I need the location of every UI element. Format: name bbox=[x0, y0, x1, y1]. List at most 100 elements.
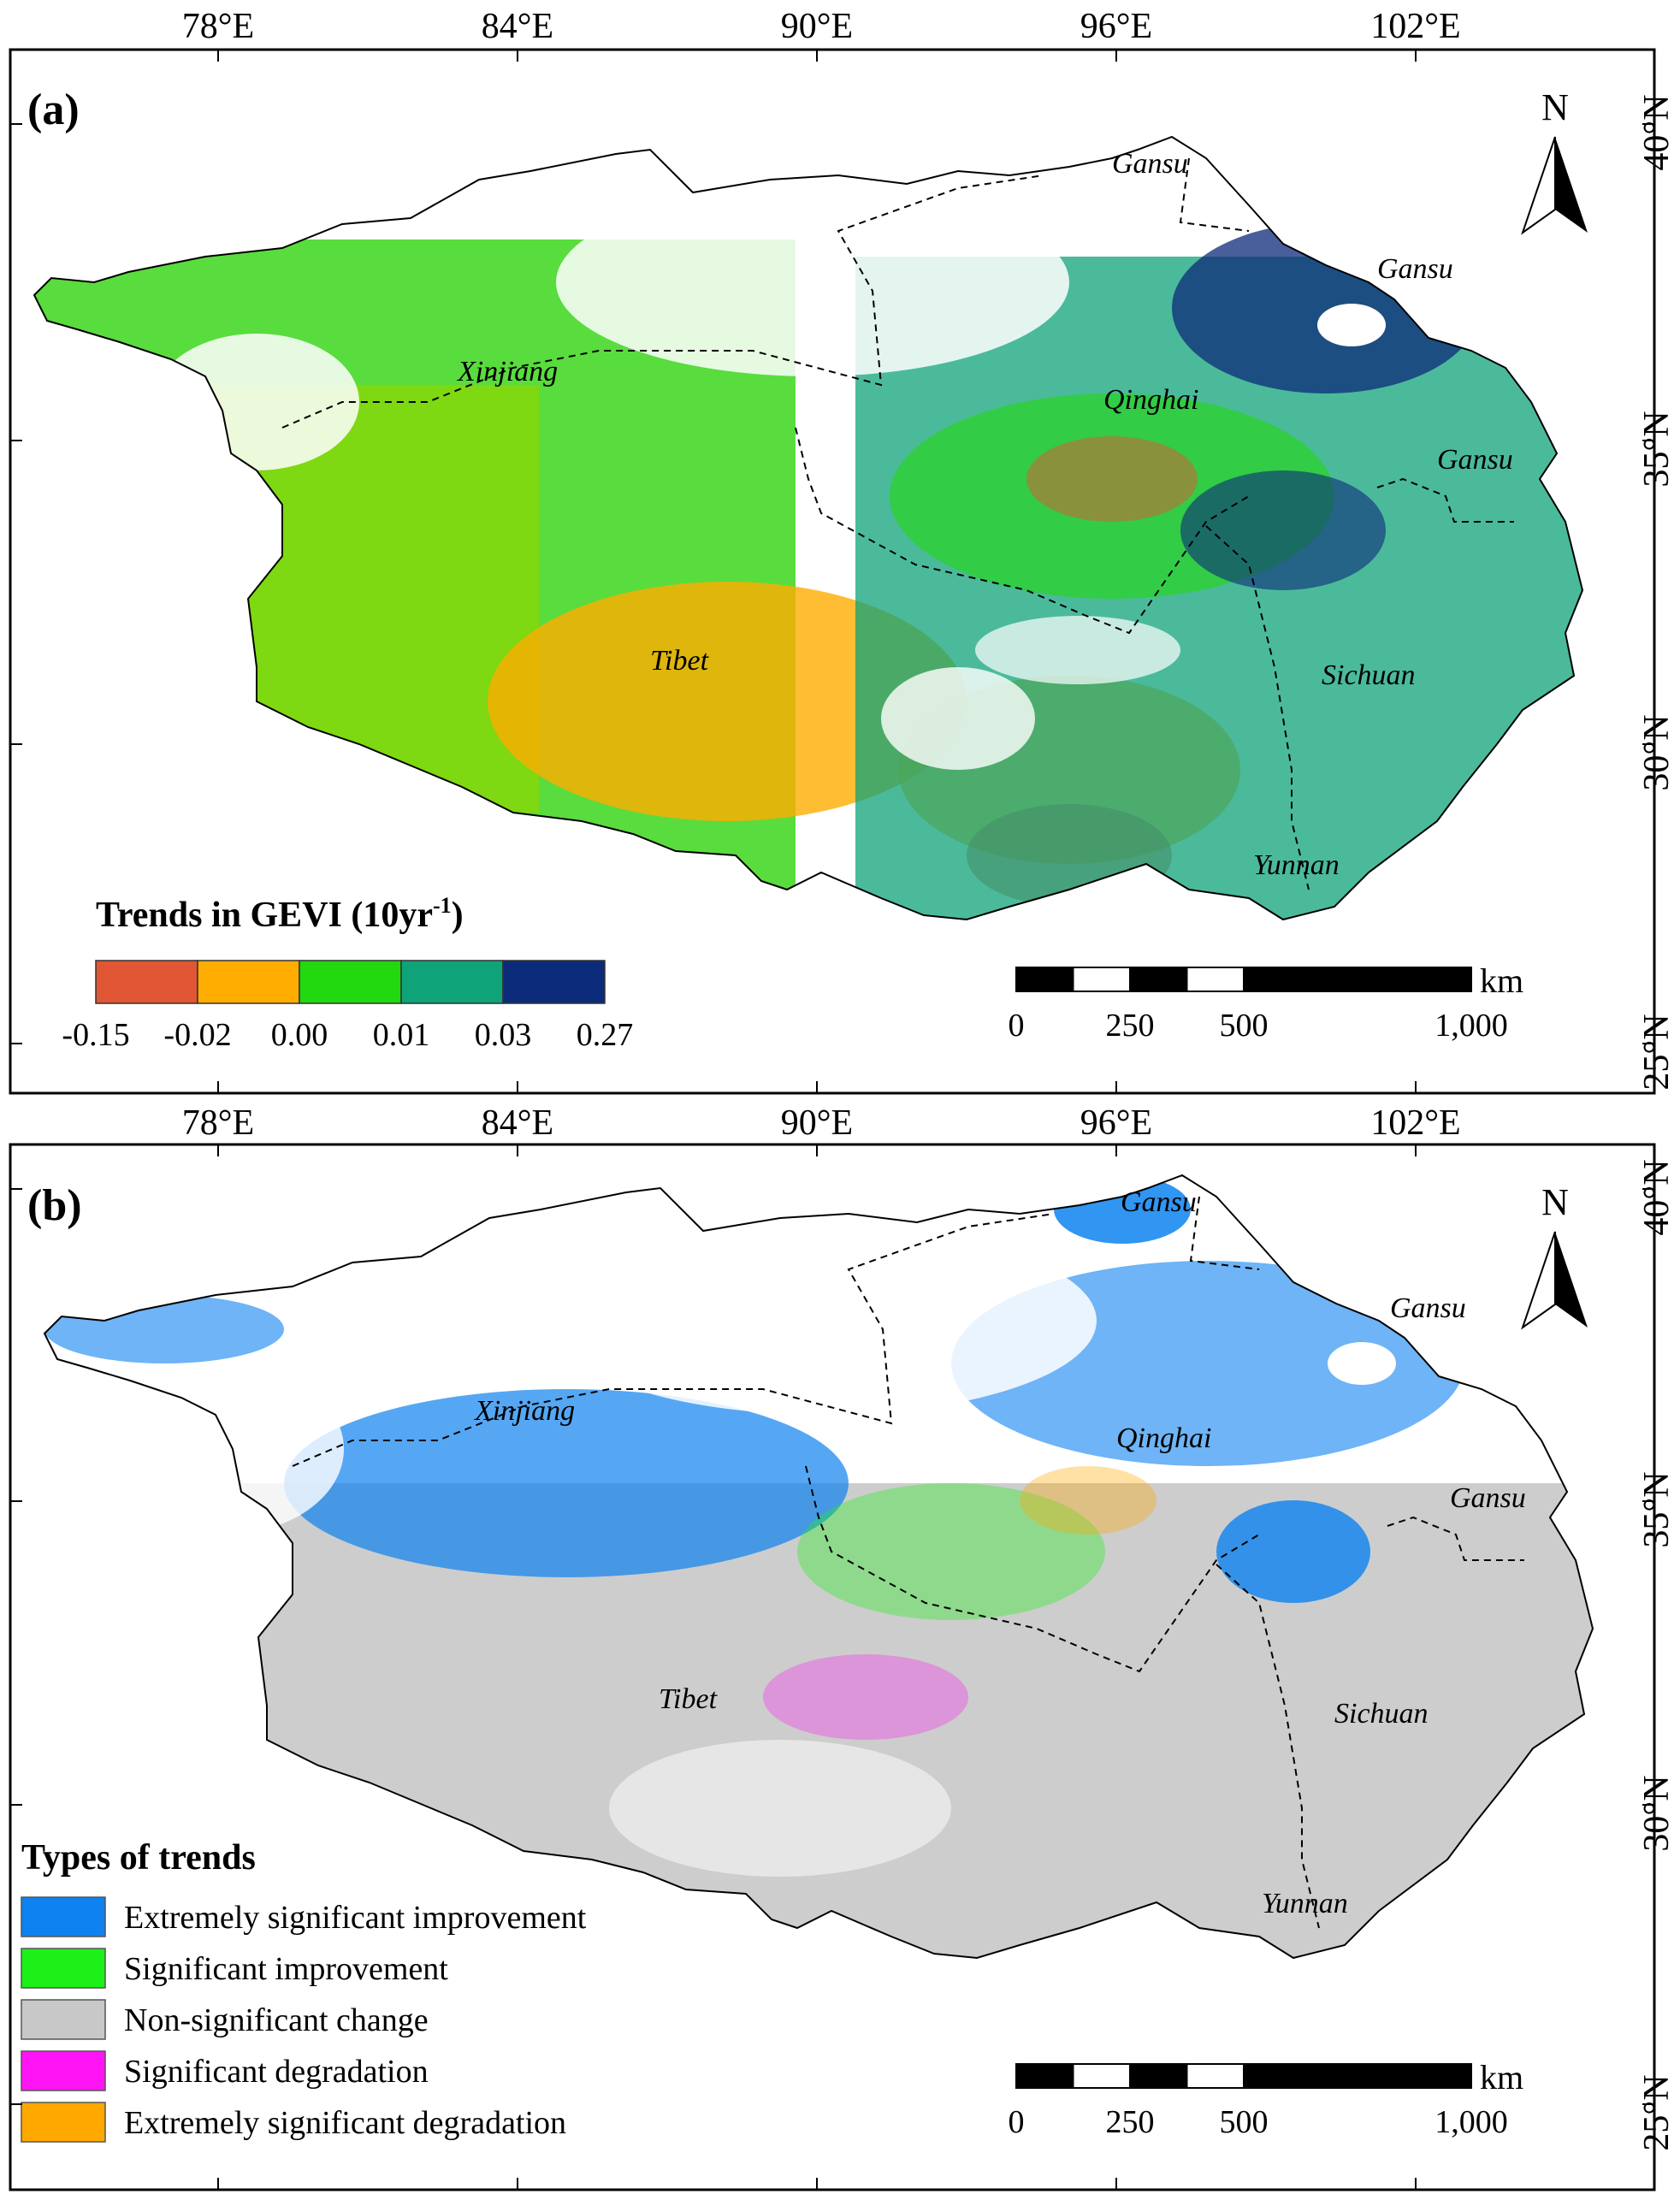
label-sichuan-a: Sichuan bbox=[1322, 659, 1416, 691]
lon-label-top: 78°E bbox=[182, 7, 254, 46]
legend-b-item-label: Extremely significant improvement bbox=[124, 1900, 587, 1936]
lon-label-mid: 90°E bbox=[781, 1103, 853, 1143]
legend-b-item-label: Significant degradation bbox=[124, 2054, 429, 2090]
label-gansu-top-a: Gansu bbox=[1112, 148, 1188, 180]
label-yunnan-b: Yunnan bbox=[1262, 1888, 1348, 1919]
legend-a-swatch bbox=[400, 960, 504, 1004]
legend-b-items: Extremely significant improvement Signifi… bbox=[21, 1896, 587, 2143]
legend-b-swatch bbox=[21, 2050, 106, 2091]
north-letter-b: N bbox=[1541, 1181, 1569, 1223]
panel-a-province-borders bbox=[281, 157, 1514, 890]
lon-label-top: 84°E bbox=[482, 7, 553, 46]
north-arrow-right-b bbox=[1555, 1232, 1588, 1328]
scalebar-a-unit: km bbox=[1480, 961, 1523, 1000]
north-letter-a: N bbox=[1541, 86, 1569, 128]
legend-a-ticks: -0.15 -0.02 0.00 0.01 0.03 0.27 bbox=[62, 1017, 633, 1053]
legend-a-tick: 0.27 bbox=[577, 1017, 634, 1053]
panel-a: Gansu Gansu Gansu Xinjiang Qinghai Tibet… bbox=[9, 48, 1656, 1095]
lat-label-b: 30°N bbox=[1637, 1775, 1677, 1851]
scalebar-a-ticks: 0 250 500 1,000 bbox=[1009, 1008, 1508, 1044]
lat-label-b: 35°N bbox=[1637, 1471, 1677, 1547]
legend-b-item-label: Extremely significant degradation bbox=[124, 2105, 566, 2141]
lon-label-mid: 96°E bbox=[1080, 1103, 1152, 1143]
scalebar-segment bbox=[1243, 2063, 1472, 2089]
scalebar-segment bbox=[1186, 2063, 1245, 2089]
panel-b-label: (b) bbox=[27, 1181, 82, 1230]
lat-label-a: 35°N bbox=[1637, 411, 1677, 487]
lat-label-b: 25°N bbox=[1637, 2074, 1677, 2150]
legend-a: Trends in GEVI (10yr-1) -0.15 -0.02 0.00 0.… bbox=[62, 893, 633, 1053]
legend-a-tick: -0.02 bbox=[163, 1017, 231, 1053]
panel-b-province-labels: Gansu Gansu Gansu Xinjiang Qinghai Tibet… bbox=[473, 1186, 1526, 1919]
legend-b-title: Types of trends bbox=[21, 1838, 256, 1878]
label-gansu-low-b: Gansu bbox=[1450, 1482, 1526, 1514]
label-gansu-top-b: Gansu bbox=[1121, 1186, 1197, 1218]
scalebar-segment bbox=[1186, 967, 1245, 992]
label-yunnan-a: Yunnan bbox=[1253, 849, 1340, 881]
label-gansu-low-a: Gansu bbox=[1437, 444, 1513, 476]
lon-label-top: 102°E bbox=[1370, 7, 1460, 46]
latitude-labels-a: 40°N 35°N 30°N 25°N bbox=[1637, 94, 1677, 1090]
scalebar-tick: 250 bbox=[1106, 2104, 1155, 2140]
scalebar-b-bar bbox=[1015, 2063, 1472, 2089]
lat-label-a: 25°N bbox=[1637, 1014, 1677, 1090]
legend-a-tick: 0.00 bbox=[271, 1017, 328, 1053]
panel-b-province-borders bbox=[292, 1196, 1524, 1929]
lat-label-a: 40°N bbox=[1637, 94, 1677, 170]
scalebar-tick: 250 bbox=[1106, 1008, 1155, 1044]
legend-a-tick: 0.03 bbox=[475, 1017, 532, 1053]
label-gansu-mid-a: Gansu bbox=[1377, 253, 1453, 285]
scalebar-segment bbox=[1129, 2063, 1188, 2089]
latitude-labels-b: 40°N 35°N 30°N 25°N bbox=[1637, 1159, 1677, 2150]
scalebar-b-unit: km bbox=[1480, 2058, 1523, 2097]
legend-a-title: Trends in GEVI (10yr-1) bbox=[96, 893, 464, 935]
legend-a-tick: 0.01 bbox=[373, 1017, 430, 1053]
north-arrow-a: N bbox=[1521, 86, 1588, 235]
legend-b-item-label: Significant improvement bbox=[124, 1951, 448, 1987]
lon-label-mid: 84°E bbox=[482, 1103, 553, 1143]
legend-b-swatch bbox=[21, 1948, 106, 1989]
label-tibet-b: Tibet bbox=[659, 1683, 719, 1715]
legend-a-swatch bbox=[502, 960, 606, 1004]
scalebar-segment bbox=[1015, 967, 1074, 992]
legend-a-swatch bbox=[197, 960, 300, 1004]
scalebar-segment bbox=[1243, 967, 1472, 992]
scalebar-tick: 0 bbox=[1009, 2104, 1025, 2140]
scalebar-tick: 500 bbox=[1220, 1008, 1269, 1044]
scalebar-b: km 0 250 500 1,000 bbox=[1009, 2058, 1524, 2140]
legend-b-swatch bbox=[21, 2102, 106, 2143]
scalebar-tick: 500 bbox=[1220, 2104, 1269, 2140]
panel-a-province-labels: Gansu Gansu Gansu Xinjiang Qinghai Tibet… bbox=[456, 148, 1513, 881]
legend-b-item-label: Non-significant change bbox=[124, 2002, 429, 2038]
lon-label-mid: 102°E bbox=[1370, 1103, 1460, 1143]
label-qinghai-b: Qinghai bbox=[1116, 1422, 1211, 1454]
scalebar-a-bar bbox=[1015, 967, 1472, 992]
label-gansu-mid-b: Gansu bbox=[1390, 1292, 1466, 1324]
legend-a-swatch bbox=[95, 960, 198, 1004]
scalebar-segment bbox=[1072, 967, 1131, 992]
lat-label-b: 40°N bbox=[1637, 1159, 1677, 1235]
legend-a-tick: -0.15 bbox=[62, 1017, 129, 1053]
scalebar-tick: 1,000 bbox=[1435, 1008, 1508, 1044]
longitude-labels-top: 78°E 84°E 90°E 96°E 102°E bbox=[182, 7, 1461, 46]
north-arrow-right-a bbox=[1555, 137, 1588, 233]
legend-b-swatch bbox=[21, 1896, 106, 1937]
scalebar-a: km 0 250 500 1,000 bbox=[1009, 961, 1524, 1044]
legend-a-colorbar bbox=[95, 960, 606, 1004]
scalebar-tick: 1,000 bbox=[1435, 2104, 1508, 2140]
scalebar-segment bbox=[1072, 2063, 1131, 2089]
lon-label-mid: 78°E bbox=[182, 1103, 254, 1143]
label-xinjiang-a: Xinjiang bbox=[456, 356, 558, 387]
legend-a-swatch bbox=[299, 960, 402, 1004]
longitude-labels-middle: 78°E 84°E 90°E 96°E 102°E bbox=[182, 1103, 1461, 1143]
axis-ticks bbox=[10, 50, 1654, 2190]
panel-b: Gansu Gansu Gansu Xinjiang Qinghai Tibet… bbox=[9, 1143, 1656, 2191]
label-qinghai-a: Qinghai bbox=[1103, 384, 1198, 416]
north-arrow-b: N bbox=[1521, 1181, 1588, 1330]
scalebar-tick: 0 bbox=[1009, 1008, 1025, 1044]
label-tibet-a: Tibet bbox=[650, 645, 710, 677]
scalebar-b-ticks: 0 250 500 1,000 bbox=[1009, 2104, 1508, 2140]
label-sichuan-b: Sichuan bbox=[1334, 1698, 1429, 1730]
panel-a-label: (a) bbox=[27, 86, 80, 134]
